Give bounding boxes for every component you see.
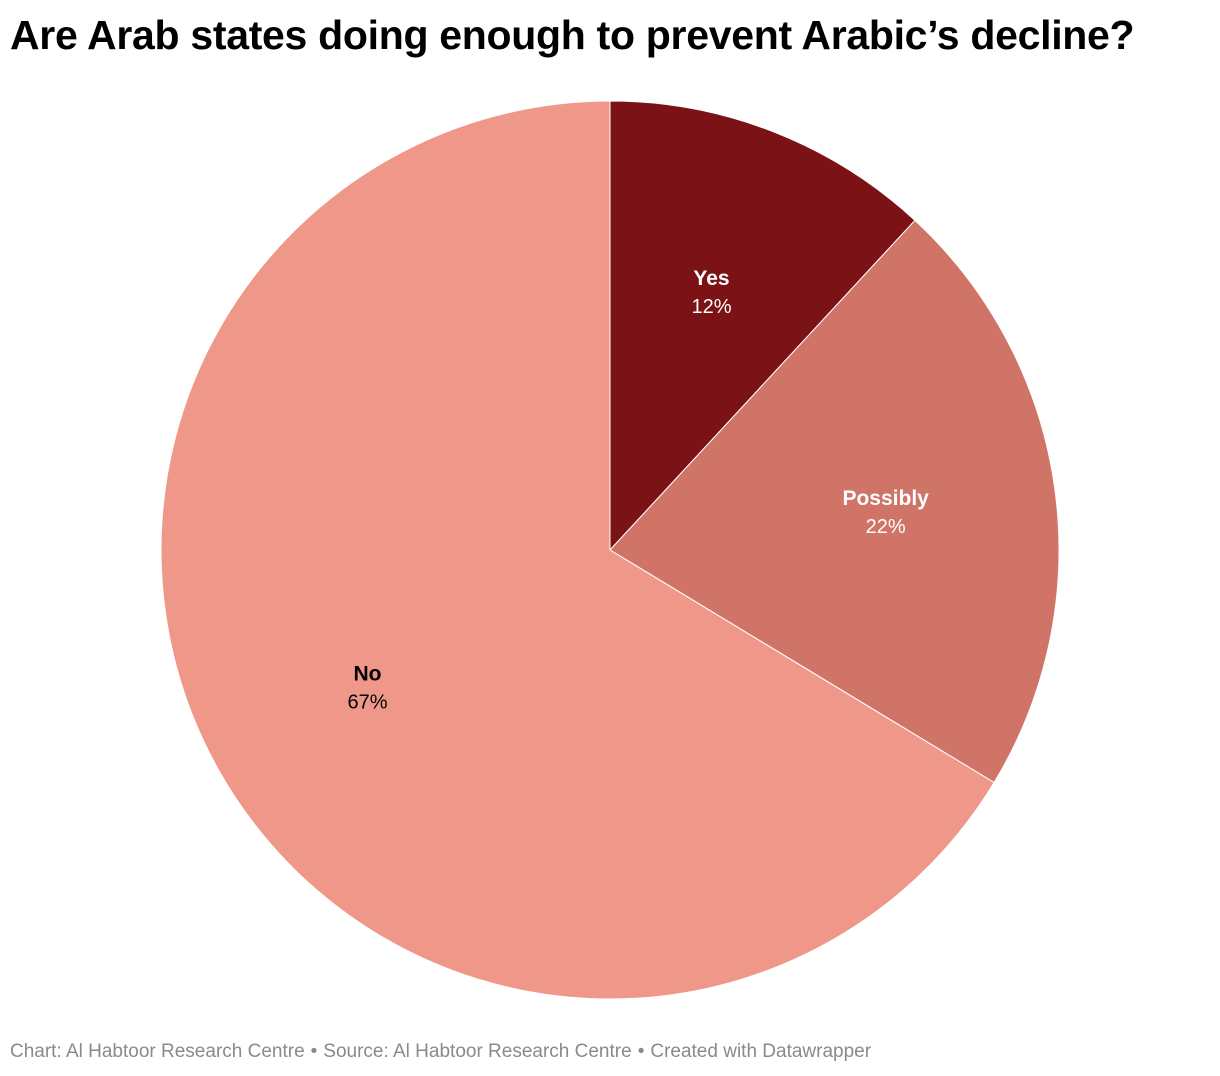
- pie-slices: [160, 100, 1060, 1000]
- source-credit: Source: Al Habtoor Research Centre: [323, 1041, 632, 1062]
- slice-value-yes: 12%: [691, 296, 731, 318]
- pie-labels: Yes 12% Possibly 22% No 67%: [347, 267, 929, 714]
- chart-credit: Chart: Al Habtoor Research Centre: [10, 1041, 305, 1062]
- pie-slice-possibly: [609, 219, 1060, 784]
- chart-title: Are Arab states doing enough to prevent …: [10, 12, 1135, 58]
- chart-footer: Chart: Al Habtoor Research Centre • Source…: [10, 1041, 871, 1063]
- slice-label-yes: Yes: [693, 267, 729, 290]
- pie-slice-no: [160, 100, 995, 1000]
- slice-label-no: No: [353, 663, 381, 686]
- created-with-credit: Created with Datawrapper: [650, 1041, 872, 1062]
- pie-slice-yes: [609, 100, 916, 552]
- footer-separator: •: [637, 1041, 645, 1062]
- slice-value-possibly: 22%: [866, 516, 906, 538]
- slice-label-possibly: Possibly: [842, 487, 929, 510]
- footer-separator: •: [310, 1041, 318, 1062]
- slice-value-no: 67%: [347, 692, 387, 714]
